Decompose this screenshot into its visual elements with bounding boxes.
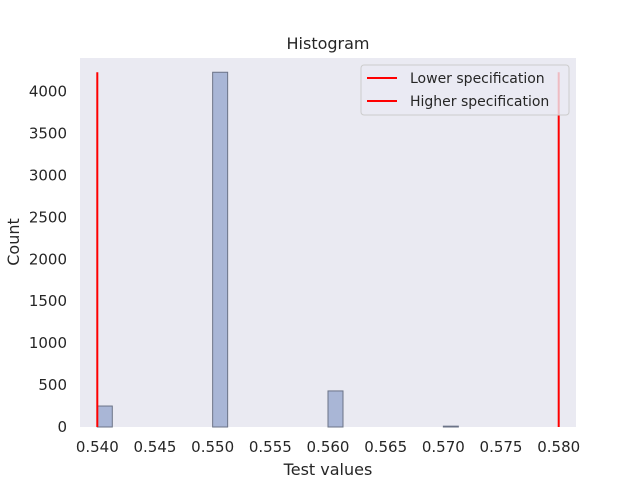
x-tick-label: 0.575 [480, 438, 523, 456]
x-tick-label: 0.580 [537, 438, 580, 456]
x-tick-label: 0.550 [191, 438, 234, 456]
y-tick-label: 500 [38, 376, 67, 394]
legend-box [360, 64, 570, 116]
y-tick-label: 0 [57, 418, 67, 436]
y-tick-labels: 0 500 1000 1500 2000 2500 3000 3500 4000 [29, 83, 67, 436]
legend: Lower specification Higher specification [360, 64, 570, 116]
x-tick-labels: 0.540 0.545 0.550 0.555 0.560 0.565 0.570 0.575… [76, 438, 580, 456]
y-axis-label: Count [4, 218, 23, 266]
x-axis-label: Test values [283, 460, 373, 479]
legend-entry-lower-specification: Lower specification [410, 71, 545, 87]
x-tick-label: 0.540 [76, 438, 119, 456]
x-tick-label: 0.570 [422, 438, 465, 456]
spec-lines-group [96, 72, 560, 427]
y-tick-label: 3000 [29, 166, 67, 184]
y-tick-label: 1500 [29, 292, 67, 310]
histogram-bar [442, 425, 459, 428]
histogram-bar [327, 390, 344, 428]
y-tick-label: 4000 [29, 83, 67, 101]
bars-group [96, 71, 459, 428]
y-tick-label: 1000 [29, 334, 67, 352]
y-tick-label: 2000 [29, 250, 67, 268]
y-tick-label: 3500 [29, 124, 67, 142]
histogram-bar [96, 405, 113, 428]
x-tick-label: 0.545 [134, 438, 177, 456]
y-tick-label: 2500 [29, 208, 67, 226]
x-tick-label: 0.565 [364, 438, 407, 456]
legend-entry-higher-specification: Higher specification [410, 94, 549, 110]
histogram-bar [212, 71, 229, 428]
chart-title: Histogram [287, 34, 370, 53]
plot-area [80, 58, 576, 427]
x-tick-label: 0.560 [307, 438, 350, 456]
x-tick-label: 0.555 [249, 438, 292, 456]
